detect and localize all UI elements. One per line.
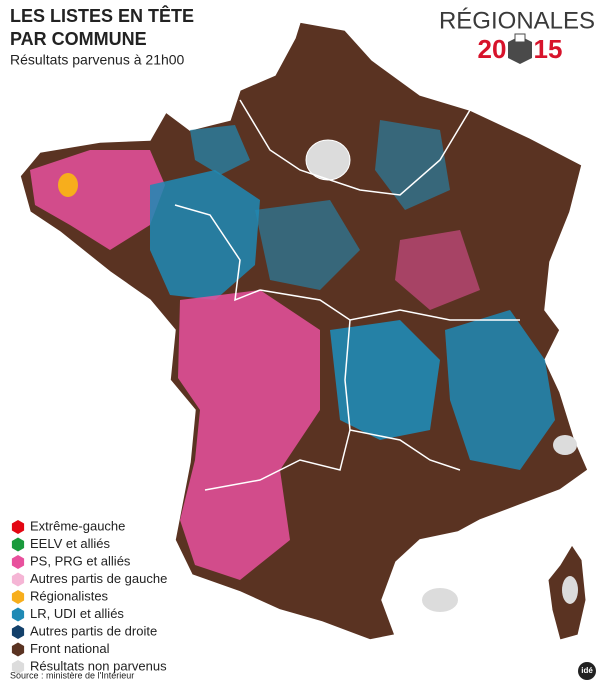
legend-label: Front national <box>30 641 110 656</box>
legend-label: Autres partis de droite <box>30 623 157 638</box>
header: LES LISTES EN TÊTE PAR COMMUNE Résultats… <box>10 5 194 68</box>
legend-label: Extrême-gauche <box>30 518 125 533</box>
legend-swatch <box>11 590 25 604</box>
legend-swatch <box>11 625 25 639</box>
ballot-box <box>508 33 532 64</box>
legend-swatch <box>11 642 25 657</box>
region-northeast-blue <box>375 120 450 210</box>
logo-year: 20 <box>478 34 507 64</box>
region-east-pink <box>395 230 480 310</box>
regionalist-area <box>58 173 78 197</box>
logo: RÉGIONALES 20 15 <box>439 7 595 64</box>
legend-label: Autres partis de gauche <box>30 571 167 586</box>
region-north-blue <box>190 125 250 175</box>
france-map <box>19 21 589 641</box>
title: LES LISTES EN TÊTE <box>10 5 194 26</box>
border <box>204 429 351 491</box>
region-center-blue <box>330 320 440 440</box>
legend-label: Résultats non parvenus <box>30 658 167 673</box>
no-results-area <box>553 435 577 455</box>
legend-swatch <box>11 555 25 569</box>
source: Source : ministère de l'Intérieur <box>10 670 134 680</box>
legend: Extrême-gauche EELV et alliés PS, PRG et a… <box>11 518 167 674</box>
legend-label: EELV et alliés <box>30 536 110 551</box>
legend-swatch <box>11 572 25 587</box>
legend-label: PS, PRG et alliés <box>30 553 131 568</box>
logo-year: 15 <box>534 34 563 64</box>
border <box>239 99 471 196</box>
border <box>259 289 520 321</box>
legend-swatch <box>11 660 25 674</box>
credit: idé <box>581 666 593 675</box>
region-east-blue <box>445 310 555 470</box>
corsica-no-results <box>562 576 578 604</box>
legend-swatch <box>11 537 25 552</box>
region-borders <box>174 99 520 491</box>
region-center-blue2 <box>255 200 360 290</box>
logo-word: RÉGIONALES <box>439 7 595 34</box>
legend-label: LR, UDI et alliés <box>30 606 124 621</box>
subtitle: Résultats parvenus à 21h00 <box>10 52 185 68</box>
border <box>174 204 261 302</box>
legend-swatch <box>11 607 25 622</box>
border <box>344 319 461 471</box>
region-west-blue <box>150 170 260 300</box>
credit-badge <box>578 662 596 680</box>
no-results-area <box>422 588 458 612</box>
region-southwest-pink <box>178 290 320 580</box>
legend-swatch <box>11 520 25 534</box>
legend-label: Régionalistes <box>30 588 109 603</box>
title: PAR COMMUNE <box>10 29 147 49</box>
